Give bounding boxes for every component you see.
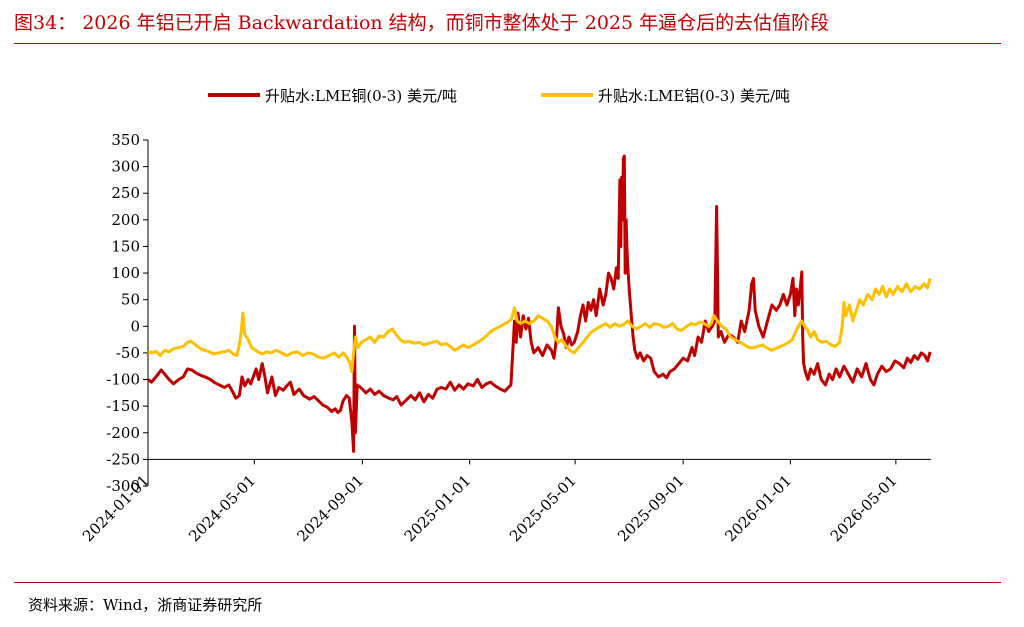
x-tick-label: 2025-05-01 [506,471,580,545]
x-tick-label: 2024-09-01 [293,471,367,545]
legend-label-copper: 升贴水:LME铜(0-3) 美元/吨 [265,87,457,105]
y-tick-label: -250 [106,450,140,468]
y-tick-label: 100 [111,264,140,282]
series-line-copper [147,154,932,453]
y-tick-label: 300 [111,158,140,176]
series-line-aluminum [147,278,932,374]
y-tick-label: -50 [116,344,140,362]
y-tick-label: -150 [106,397,140,415]
figure-title: 图34： 2026 年铝已开启 Backwardation 结构，而铜市整体处于… [14,12,830,34]
footer-divider [14,582,1001,583]
source-note: 资料来源：Wind，浙商证券研究所 [28,596,263,614]
chart-series [147,154,932,453]
y-tick-label: -300 [106,477,140,495]
y-tick-label: -100 [106,371,140,389]
chart-axes: 350 300 250 200 150 100 50 0 -50 -100 -150 -200 -250… [106,131,931,495]
x-tick-label: 2024-05-01 [185,471,259,545]
y-tick-label: 150 [111,237,140,255]
legend-label-aluminum: 升贴水:LME铝(0-3) 美元/吨 [598,87,790,105]
x-tick-label: 2026-01-01 [721,471,795,545]
y-tick-label: 0 [130,317,140,335]
y-tick-label: 200 [111,211,140,229]
y-tick-label: -200 [106,424,140,442]
x-tick-label: 2025-01-01 [401,471,475,545]
y-tick-label: 350 [111,131,140,149]
y-tick-label: 50 [121,291,140,309]
x-tick-label: 2025-09-01 [614,471,688,545]
x-tick-label: 2026-05-01 [827,471,901,545]
y-tick-label: 250 [111,184,140,202]
x-axis-labels: 2024-01-01 2024-05-01 2024-09-01 2025-01-01… [79,471,901,545]
title-divider [14,43,1001,44]
chart-legend: 升贴水:LME铜(0-3) 美元/吨 升贴水:LME铝(0-3) 美元/吨 [208,87,790,105]
